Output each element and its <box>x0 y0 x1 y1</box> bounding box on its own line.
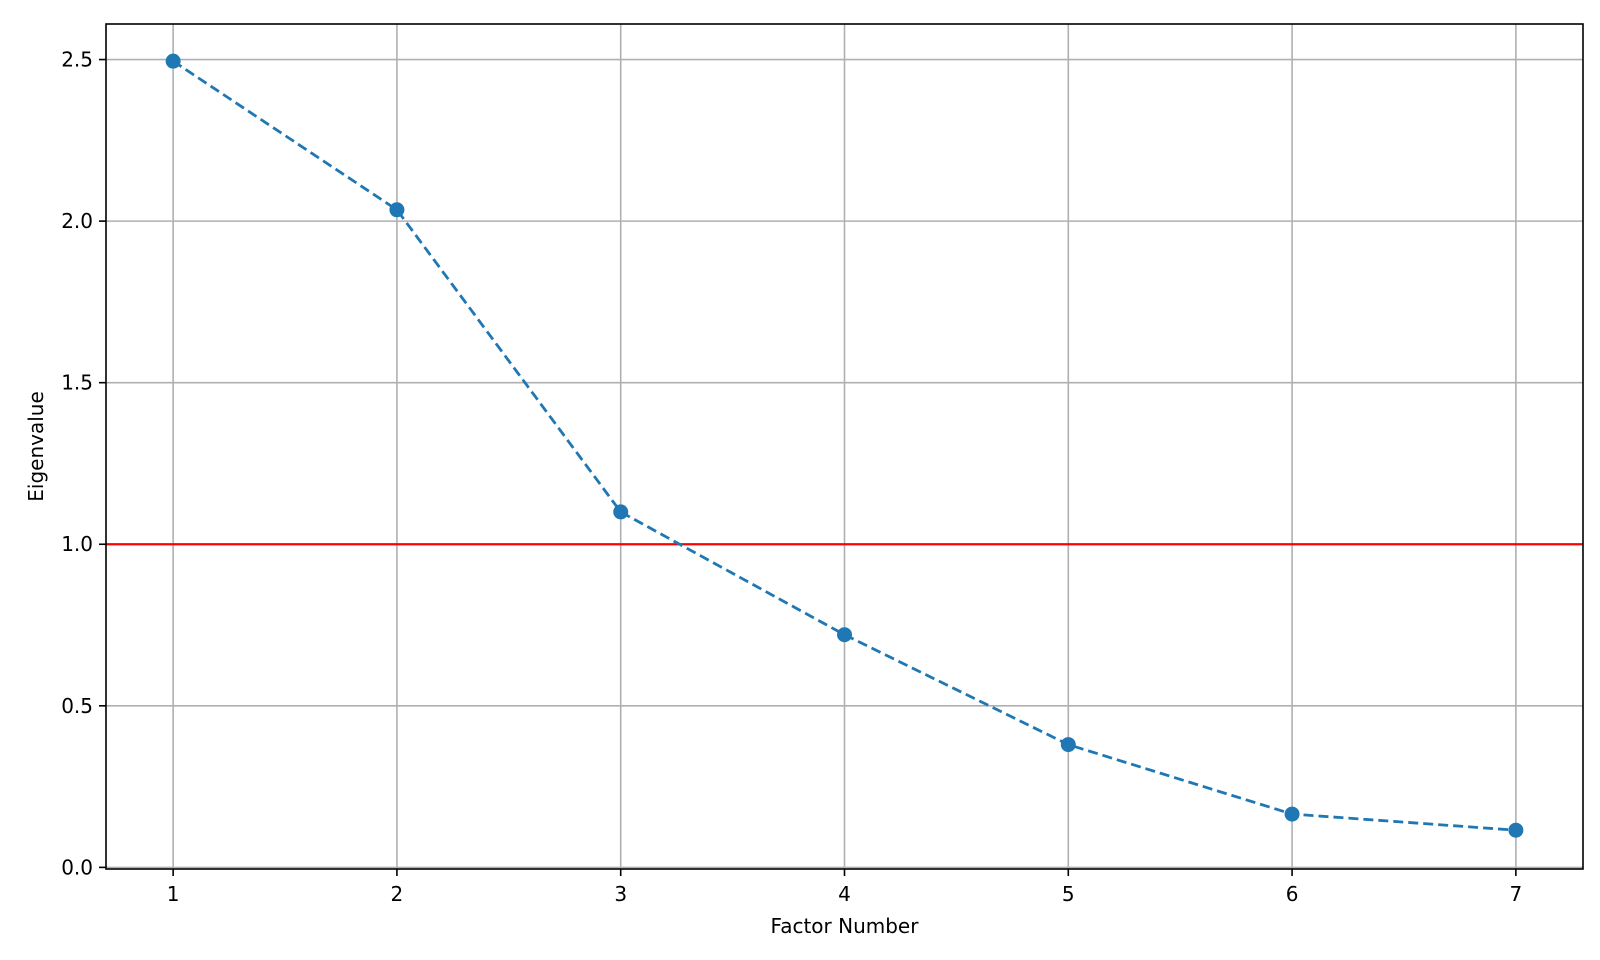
x-tick-label-6: 6 <box>1286 882 1299 906</box>
data-point-1 <box>165 53 181 69</box>
y-tick-label-1.0: 1.0 <box>61 532 93 556</box>
y-tick-label-1.5: 1.5 <box>61 371 93 395</box>
y-tick-label-2.5: 2.5 <box>61 48 93 72</box>
data-point-2 <box>389 202 405 218</box>
x-tick-label-1: 1 <box>167 882 180 906</box>
data-point-6 <box>1284 806 1300 822</box>
data-point-3 <box>613 504 629 520</box>
y-tick-label-2.0: 2.0 <box>61 209 93 233</box>
series-layer <box>165 53 1524 838</box>
x-tick-label-4: 4 <box>838 882 851 906</box>
y-tick-label-0.0: 0.0 <box>61 855 93 879</box>
axes: 1 2 3 4 5 6 7 0.0 0.5 1.0 1.5 2.0 2.5 <box>61 23 1584 906</box>
data-point-7 <box>1508 822 1524 838</box>
data-point-4 <box>837 627 852 643</box>
x-tick-label-3: 3 <box>614 882 627 906</box>
x-tick-label-2: 2 <box>391 882 404 906</box>
y-axis-label: Eigenvalue <box>24 391 48 502</box>
x-tick-label-5: 5 <box>1062 882 1075 906</box>
x-axis-label: Factor Number <box>771 914 920 938</box>
data-point-5 <box>1060 737 1076 753</box>
x-tick-label-7: 7 <box>1509 882 1522 906</box>
y-tick-label-0.5: 0.5 <box>61 694 93 718</box>
